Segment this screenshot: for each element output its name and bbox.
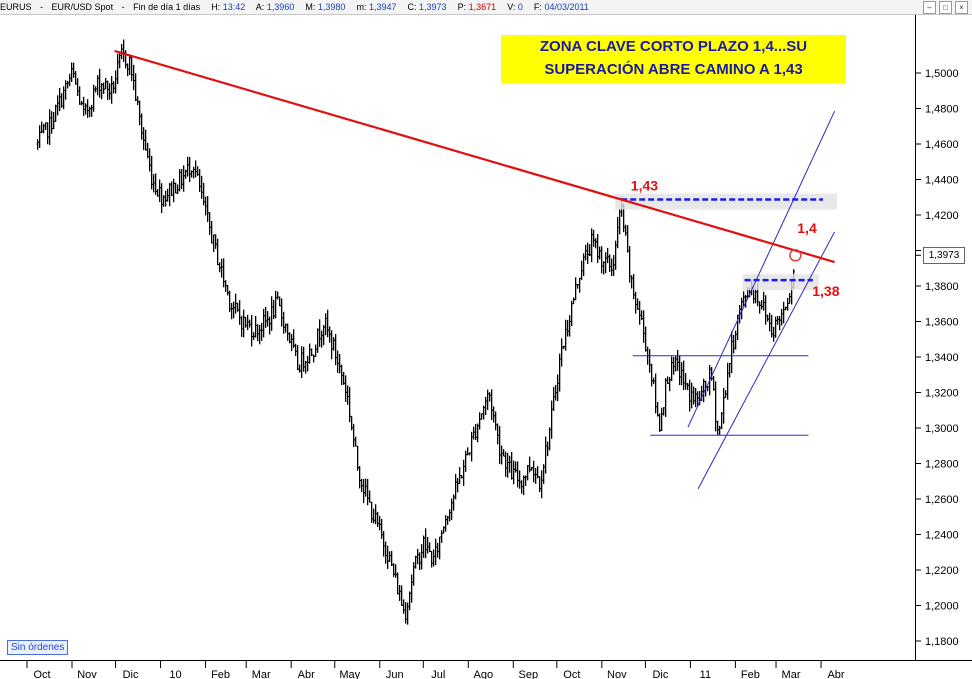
- chart-header: EURUS - EUR/USD Spot - Fin de día 1 días…: [0, 0, 972, 15]
- x-tick-label: Mar: [252, 669, 271, 679]
- x-tick-label: Ago: [474, 669, 494, 679]
- close-value: 1,3973: [419, 2, 447, 12]
- low-value: 1,3947: [368, 2, 397, 12]
- x-tick-label: Oct: [33, 669, 50, 679]
- volume-label: V:: [507, 2, 516, 12]
- y-tick-label: 1,3800: [925, 281, 959, 293]
- x-tick-label: Nov: [77, 669, 97, 679]
- low-label: m:: [356, 2, 367, 12]
- level-labels: 1,43 1,4 1,38: [631, 178, 840, 300]
- x-tick-label: Dic: [652, 669, 668, 679]
- y-tick-label: 1,4600: [925, 139, 959, 151]
- y-tick-label: 1,2200: [925, 565, 959, 577]
- y-tick-label: 1,2000: [925, 601, 959, 613]
- window-controls: – □ ×: [923, 1, 968, 14]
- resistance-1-38-zone: [742, 274, 819, 291]
- channel-upper-line: [687, 110, 836, 428]
- time-value: 13:42: [222, 2, 246, 12]
- prev-label: P:: [457, 2, 467, 12]
- y-tick-label: 1,3400: [925, 352, 959, 364]
- y-tick-label: 1,3200: [925, 388, 959, 400]
- period: Fin de día 1 días: [133, 2, 201, 12]
- x-tick-label: Jul: [431, 669, 445, 679]
- y-tick-label: 1,3600: [925, 317, 959, 329]
- channel-lower-line: [697, 231, 836, 489]
- x-tick-label: Oct: [563, 669, 580, 679]
- x-tick-label: Jun: [386, 669, 404, 679]
- y-tick-label: 1,4200: [925, 210, 959, 222]
- maximize-button[interactable]: □: [939, 1, 952, 14]
- x-tick-label: Nov: [607, 669, 627, 679]
- plot-area: [0, 15, 915, 660]
- y-tick-label: 1,5000: [925, 68, 959, 80]
- y-tick-label: 1,2800: [925, 459, 959, 471]
- instrument-description: EUR/USD Spot: [51, 2, 114, 12]
- high-value: 1,3980: [317, 2, 346, 12]
- y-tick-label: 1,4800: [925, 104, 959, 116]
- open-label: A:: [255, 2, 265, 12]
- last-price-tag: 1,3973: [923, 247, 965, 264]
- y-tick-label: 1,4400: [925, 175, 959, 187]
- downtrend-line: [114, 49, 835, 264]
- symbol: EURUS: [0, 2, 32, 12]
- y-tick-label: 1,2600: [925, 494, 959, 506]
- x-tick-label: Dic: [123, 669, 139, 679]
- y-tick-label: 1,1800: [925, 636, 959, 648]
- annotation-line-2: SUPERACIÓN ABRE CAMINO A 1,43: [544, 61, 803, 78]
- annotation-line-1: ZONA CLAVE CORTO PLAZO 1,4...SU: [539, 38, 808, 55]
- close-label: C:: [407, 2, 417, 12]
- x-axis-ticks: Oct Nov Dic 10 Feb Mar Abr May Jun Jul Ago Sep Oct No…: [26, 660, 845, 679]
- close-button[interactable]: ×: [955, 1, 968, 14]
- high-label: M:: [305, 2, 316, 12]
- volume-value: 0: [517, 2, 523, 12]
- x-tick-label: Sep: [519, 669, 539, 679]
- x-tick-label: Feb: [211, 669, 230, 679]
- open-value: 1,3960: [266, 2, 295, 12]
- time-label: H:: [211, 2, 221, 12]
- x-tick-label: Abr: [827, 669, 844, 679]
- y-tick-label: 1,3000: [925, 423, 959, 435]
- resistance-1-43-zone: [615, 193, 837, 210]
- x-tick-label: May: [339, 669, 360, 679]
- level-label: 1,4: [797, 220, 817, 236]
- trend-lines: [114, 49, 921, 489]
- level-label: 1,43: [631, 178, 658, 194]
- x-tick-label: Feb: [741, 669, 760, 679]
- level-label: 1,38: [812, 283, 839, 299]
- annotation-box: ZONA CLAVE CORTO PLAZO 1,4...SU SUPERACI…: [501, 35, 846, 83]
- y-tick-label: 1,2400: [925, 530, 959, 542]
- prev-value: 1,3671: [468, 2, 497, 12]
- x-tick-label: Abr: [298, 669, 315, 679]
- y-axis-ticks: 1,50001,48001,46001,44001,42001,40001,38…: [915, 68, 959, 648]
- minimize-button[interactable]: –: [923, 1, 936, 14]
- x-tick-label: 11: [700, 669, 711, 679]
- date-value: 04/03/2011: [544, 2, 589, 12]
- last-price-marker: [789, 249, 802, 262]
- date-label: F:: [533, 2, 542, 12]
- x-tick-label: Mar: [782, 669, 801, 679]
- x-tick-label: 10: [169, 669, 181, 679]
- orders-status-badge[interactable]: Sin órdenes: [7, 640, 69, 655]
